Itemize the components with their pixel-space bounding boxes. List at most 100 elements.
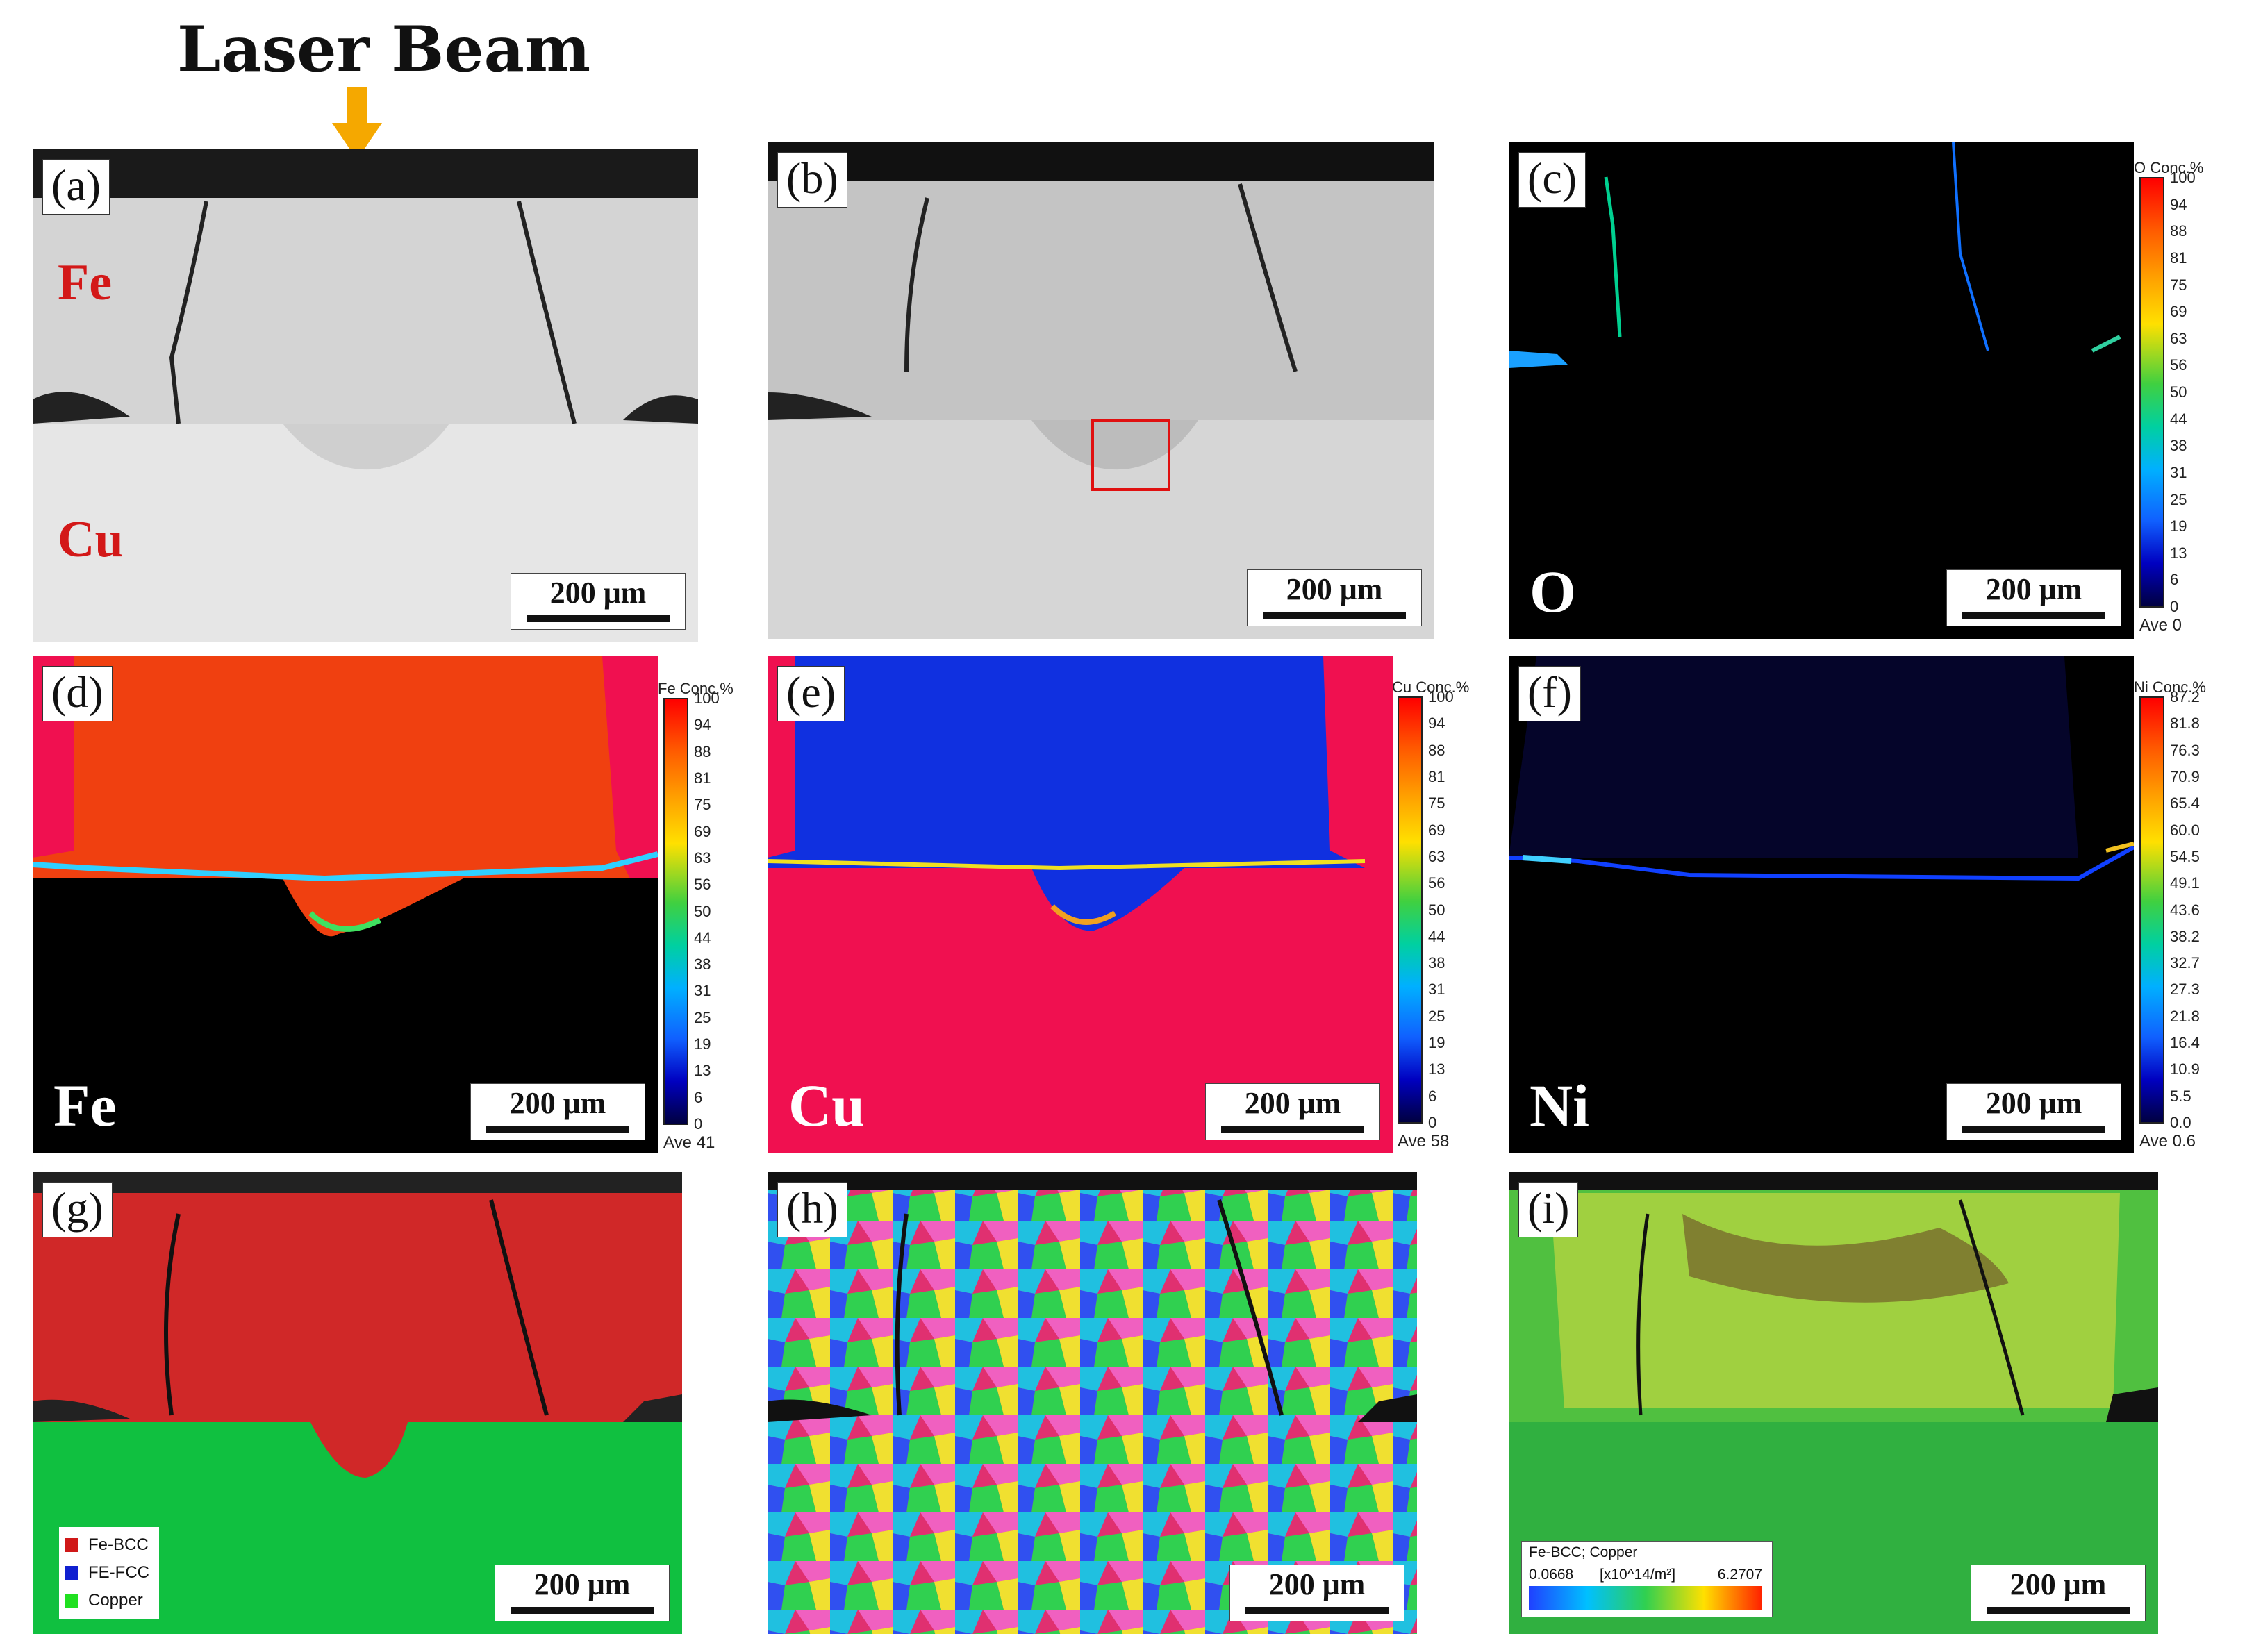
tick-label: 31 [694, 982, 711, 1000]
tick-label: 32.7 [2170, 954, 2200, 972]
scale-bar-e: 200 μm [1205, 1083, 1380, 1140]
tick-label: 10.9 [2170, 1060, 2200, 1078]
density-legend-min: 0.0668 [1529, 1567, 1574, 1583]
tick-label: 5.5 [2170, 1087, 2191, 1105]
tick-label: 25 [2170, 490, 2187, 508]
tick-label: 19 [694, 1035, 711, 1053]
tick-label: 13 [2170, 544, 2187, 562]
scale-bar-line [1962, 612, 2105, 619]
tick-label: 88 [694, 742, 711, 760]
tick-label: 94 [1428, 715, 1445, 733]
scale-bar-line [1263, 612, 1406, 619]
density-legend: Fe-BCC; Copper 0.0668 [x10^14/m²] 6.2707 [1521, 1541, 1773, 1617]
tick-label: 70.9 [2170, 767, 2200, 785]
tick-label: 25 [1428, 1007, 1445, 1025]
panel-label-d: (d) [42, 666, 113, 721]
density-legend-gradient [1529, 1586, 1762, 1610]
colorbar-fe: Fe Conc.% 100 94 88 81 75 69 63 56 50 44 38 31 25 19 1… [658, 680, 734, 1152]
tick-label: 75 [2170, 276, 2187, 294]
tick-label: 75 [1428, 794, 1445, 812]
fe-map-image [33, 656, 658, 1153]
colorbar-ticks: 100 94 88 81 75 69 63 56 50 44 38 31 25 19 13 6 0 [694, 690, 720, 1133]
tick-label: 19 [1428, 1034, 1445, 1052]
panel-c-o-map: (c) O 200 μm [1509, 142, 2134, 639]
colorbar-title-fe: Fe Conc.% [658, 680, 734, 697]
ipf-map-image [768, 1172, 1417, 1634]
tick-label: 6 [694, 1088, 703, 1106]
legend-label: FE-FCC [88, 1563, 149, 1582]
colorbar-o: O Conc.% 100 94 88 81 75 69 63 56 50 44 38 31 25 19 13… [2134, 159, 2203, 635]
scale-bar-line [1221, 1126, 1364, 1133]
tick-label: 0 [1428, 1114, 1437, 1131]
sem-image-a [33, 149, 698, 642]
figure-title: Laser Beam [177, 12, 591, 86]
tick-label: 19 [2170, 517, 2187, 535]
tick-label: 94 [694, 716, 711, 734]
colorbar-average-o: Ave 0 [2139, 616, 2182, 635]
scale-bar-text: 200 μm [1268, 1567, 1366, 1601]
scale-bar-line [527, 615, 670, 622]
tick-label: 88 [2170, 222, 2187, 240]
scale-bar-line [1962, 1126, 2105, 1133]
tick-label: 50 [2170, 383, 2187, 401]
panel-label-g: (g) [42, 1182, 113, 1237]
colorbar-title-o: O Conc.% [2134, 159, 2204, 176]
material-label-cu: Cu [58, 511, 124, 568]
tick-label: 50 [694, 902, 711, 920]
scale-bar-b: 200 μm [1247, 569, 1422, 626]
colorbar-ticks: 87.2 81.8 76.3 70.9 65.4 60.0 54.5 49.1 43.6 38.2… [2170, 688, 2200, 1132]
colorbar-gradient [2139, 696, 2164, 1124]
density-legend-max: 6.2707 [1717, 1567, 1762, 1583]
sem-image-b [768, 142, 1434, 639]
tick-label: 13 [1428, 1060, 1445, 1078]
scale-bar-a: 200 μm [511, 573, 686, 630]
tick-label: 44 [1428, 927, 1445, 945]
tick-label: 38.2 [2170, 927, 2200, 945]
scale-bar-i: 200 μm [1971, 1565, 2146, 1621]
tick-label: 49.1 [2170, 874, 2200, 892]
tick-label: 100 [1428, 688, 1454, 706]
tick-label: 100 [694, 690, 720, 707]
tick-label: 50 [1428, 901, 1445, 919]
tick-label: 76.3 [2170, 741, 2200, 759]
panel-label-h: (h) [777, 1182, 847, 1237]
legend-swatch [65, 1594, 78, 1608]
scale-bar-f: 200 μm [1946, 1083, 2121, 1140]
tick-label: 6 [2170, 571, 2179, 589]
o-map-image [1509, 142, 2134, 639]
tick-label: 63 [2170, 329, 2187, 347]
tick-label: 44 [2170, 410, 2187, 428]
tick-label: 81 [2170, 249, 2187, 267]
scale-bar-text: 200 μm [1985, 572, 2082, 606]
panel-h-ipf-map: (h) 200 μm [768, 1172, 1417, 1634]
scale-bar-c: 200 μm [1946, 569, 2121, 626]
legend-item: Copper [65, 1587, 149, 1615]
tick-label: 6 [1428, 1087, 1437, 1105]
scale-bar-d: 200 μm [470, 1083, 645, 1140]
scale-bar-text: 200 μm [1286, 572, 1383, 606]
panel-f-ni-map: (f) Ni 200 μm [1509, 656, 2134, 1153]
tick-label: 25 [694, 1008, 711, 1026]
element-label-cu: Cu [788, 1072, 865, 1139]
tick-label: 21.8 [2170, 1007, 2200, 1025]
ni-map-image [1509, 656, 2134, 1153]
colorbar-cu: Cu Conc.% 100 94 88 81 75 69 63 56 50 44 38 31 25 19 1… [1392, 678, 1469, 1151]
tick-label: 38 [2170, 437, 2187, 455]
tick-label: 44 [694, 928, 711, 946]
panel-i-density-map: (i) Fe-BCC; Copper 0.0668 [x10^14/m²] 6.… [1509, 1172, 2158, 1634]
tick-label: 81 [1428, 767, 1445, 785]
colorbar-ticks: 100 94 88 81 75 69 63 56 50 44 38 31 25 19 13 6 0 [1428, 688, 1454, 1132]
tick-label: 88 [1428, 741, 1445, 759]
tick-label: 54.5 [2170, 847, 2200, 865]
scale-bar-text: 200 μm [2009, 1567, 2107, 1601]
scale-bar-text: 200 μm [533, 1567, 631, 1601]
colorbar-ticks: 100 94 88 81 75 69 63 56 50 44 38 31 25 19 13 6 0 [2170, 169, 2196, 616]
element-label-fe: Fe [53, 1072, 117, 1139]
tick-label: 16.4 [2170, 1034, 2200, 1052]
tick-label: 31 [2170, 463, 2187, 481]
legend-item: Fe-BCC [65, 1531, 149, 1559]
scale-bar-line [1987, 1607, 2130, 1614]
density-legend-unit: [x10^14/m²] [1600, 1567, 1676, 1583]
tick-label: 0 [2170, 598, 2179, 615]
panel-g-phase-map: (g) Fe-BCC FE-FCC Copper 200 μm [33, 1172, 682, 1634]
